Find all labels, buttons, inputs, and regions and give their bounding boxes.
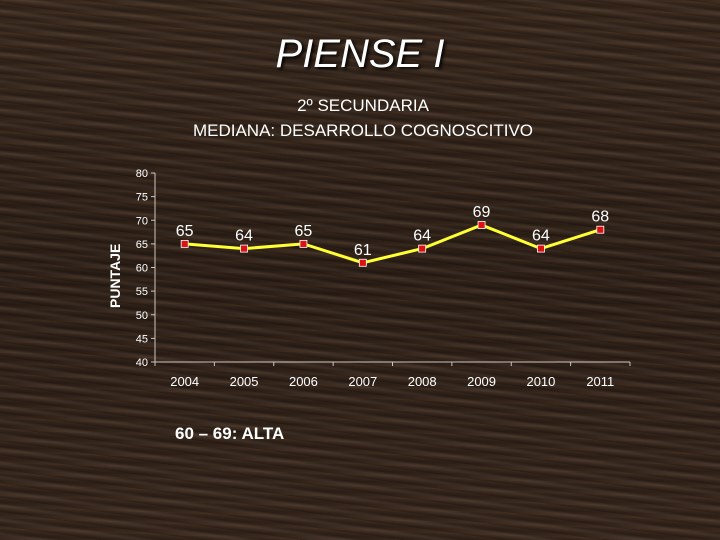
data-label: 64 [413, 228, 431, 245]
subtitle-grade: 2º SECUNDARIA [297, 96, 429, 115]
data-labels: 65 64 65 61 64 69 64 68 [176, 204, 610, 259]
y-tick-label: 55 [136, 286, 148, 298]
data-point-marker [240, 244, 248, 253]
data-label: 68 [591, 209, 609, 226]
y-tick-labels: 40 45 50 55 60 65 70 75 80 [136, 168, 148, 369]
data-point-marker [299, 239, 308, 248]
y-tick-label: 80 [136, 168, 148, 180]
y-tick-label: 40 [136, 357, 148, 369]
data-label: 64 [532, 228, 550, 245]
main-title: PIENSE I [275, 32, 445, 76]
series-line [184, 223, 601, 265]
x-tick-labels: 2004 2005 2006 2007 2008 2009 2010 2011 [170, 374, 614, 389]
y-tick-label: 70 [136, 215, 148, 227]
x-tick-label: 2008 [408, 374, 437, 389]
data-point-marker [418, 244, 427, 253]
x-tick-label: 2010 [526, 374, 555, 389]
x-tick-label: 2004 [170, 374, 199, 389]
subtitle-metric: MEDIANA: DESARROLLO COGNOSCITIVO [192, 121, 534, 140]
series-line-path [184, 223, 601, 265]
data-point-marker [596, 225, 605, 234]
chart-axes [151, 172, 631, 366]
y-tick-label: 50 [136, 310, 148, 322]
data-point-marker [537, 244, 545, 253]
data-point-marker [358, 258, 367, 267]
y-tick-label: 45 [136, 333, 148, 345]
x-tick-label: 2007 [348, 374, 377, 389]
data-label: 65 [295, 223, 313, 240]
x-tick-label: 2005 [230, 374, 259, 389]
data-label: 64 [235, 228, 253, 245]
y-tick-label: 60 [136, 263, 148, 275]
data-label: 65 [176, 223, 194, 240]
data-point-marker [180, 239, 189, 248]
x-tick-label: 2009 [467, 374, 496, 389]
y-tick-label: 65 [136, 239, 148, 251]
x-tick-label: 2006 [289, 374, 318, 389]
series-markers [180, 221, 605, 267]
y-tick-label: 75 [136, 192, 148, 204]
x-tick-label: 2011 [586, 374, 614, 389]
data-point-marker [477, 221, 486, 229]
range-note: 60 – 69: ALTA [175, 424, 285, 443]
data-label: 69 [473, 204, 491, 221]
data-label: 61 [354, 242, 372, 259]
y-axis-label: PUNTAJE [107, 243, 123, 308]
